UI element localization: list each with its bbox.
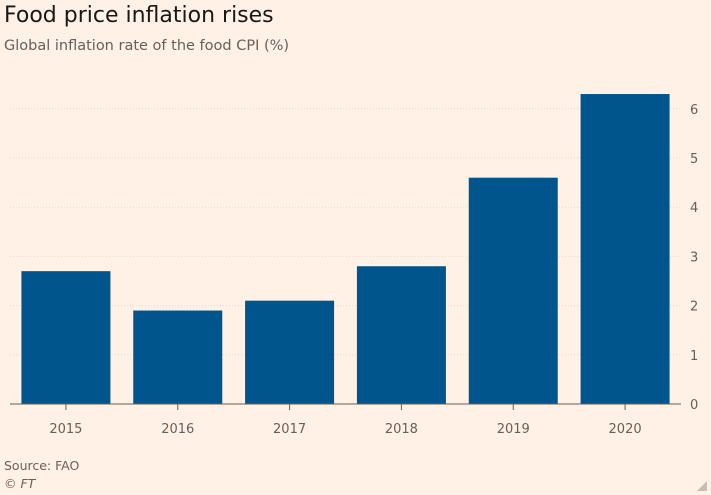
- x-tick-label: 2020: [609, 422, 642, 437]
- x-tick-label: 2016: [161, 422, 194, 437]
- gridlines: [10, 108, 681, 356]
- y-tick-label: 5: [690, 152, 698, 167]
- y-tick-label: 0: [690, 398, 698, 413]
- chart-title: Food price inflation rises: [4, 3, 274, 28]
- y-tick-label: 6: [690, 103, 698, 118]
- x-tick-label: 2019: [497, 422, 530, 437]
- ft-credit: © FT: [4, 476, 36, 491]
- chart-subtitle: Global inflation rate of the food CPI (%…: [4, 38, 290, 54]
- bar-2018: [356, 266, 446, 404]
- x-tick-label: 2017: [273, 422, 306, 437]
- source-note: Source: FAO: [4, 458, 80, 473]
- y-tick-label: 2: [690, 300, 698, 315]
- bars: [21, 94, 670, 404]
- x-tick-label: 2018: [385, 422, 418, 437]
- y-tick-label: 3: [690, 250, 698, 265]
- y-tick-label: 4: [690, 201, 698, 216]
- bar-2015: [21, 271, 111, 404]
- y-tick-label: 1: [690, 349, 698, 364]
- axes: 0 1 2 3 4 5 6 2015 2016 2017 2018 2019 2020: [10, 103, 698, 437]
- bar-2020: [580, 94, 670, 404]
- bar-2019: [468, 177, 558, 404]
- bar-2016: [133, 310, 223, 404]
- bar-2017: [245, 300, 335, 404]
- x-tick-label: 2015: [49, 422, 82, 437]
- resize-grip-icon[interactable]: [697, 481, 707, 491]
